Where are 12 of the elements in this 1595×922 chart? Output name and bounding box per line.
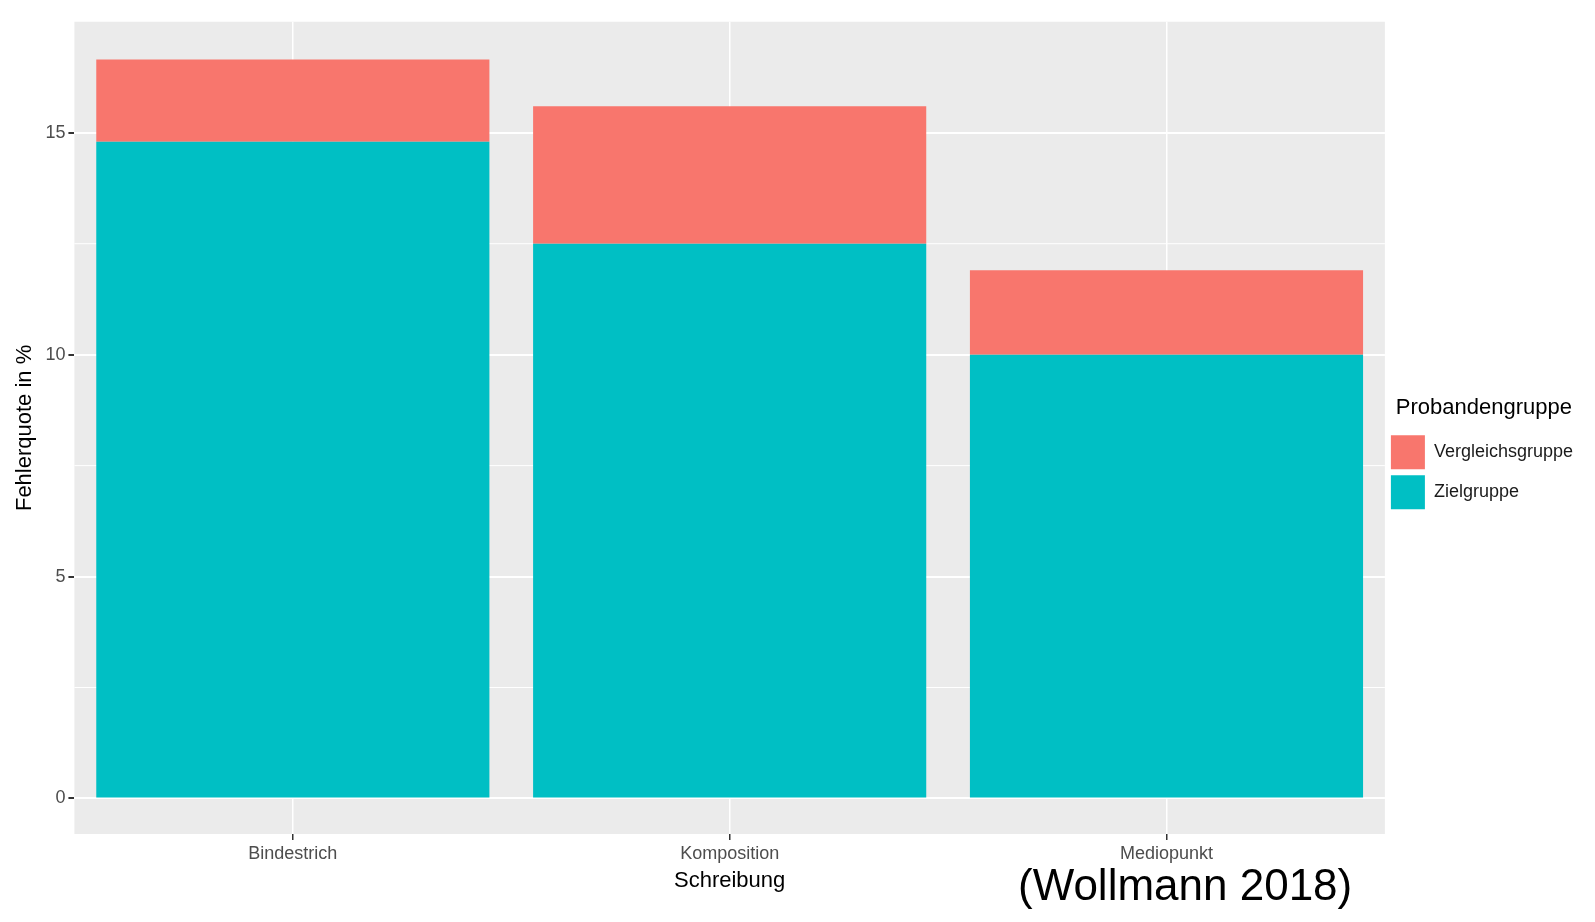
y-tick-label: 15	[45, 121, 66, 142]
y-axis-title: Fehlerquote in %	[11, 344, 37, 512]
legend-label: Zielgruppe	[1433, 481, 1519, 502]
x-axis-title: Schreibung	[674, 866, 786, 892]
x-tick-label: Bindestrich	[248, 842, 338, 863]
legend-title: Probandengruppe	[1395, 393, 1573, 419]
x-tick-label: Mediopunkt	[1119, 842, 1214, 863]
y-tick-label: 5	[55, 565, 66, 586]
y-tick-label: 10	[45, 343, 66, 364]
x-tick-label: Komposition	[680, 842, 780, 863]
legend-label: Vergleichsgruppe	[1433, 441, 1574, 462]
y-tick-label: 0	[55, 787, 66, 808]
